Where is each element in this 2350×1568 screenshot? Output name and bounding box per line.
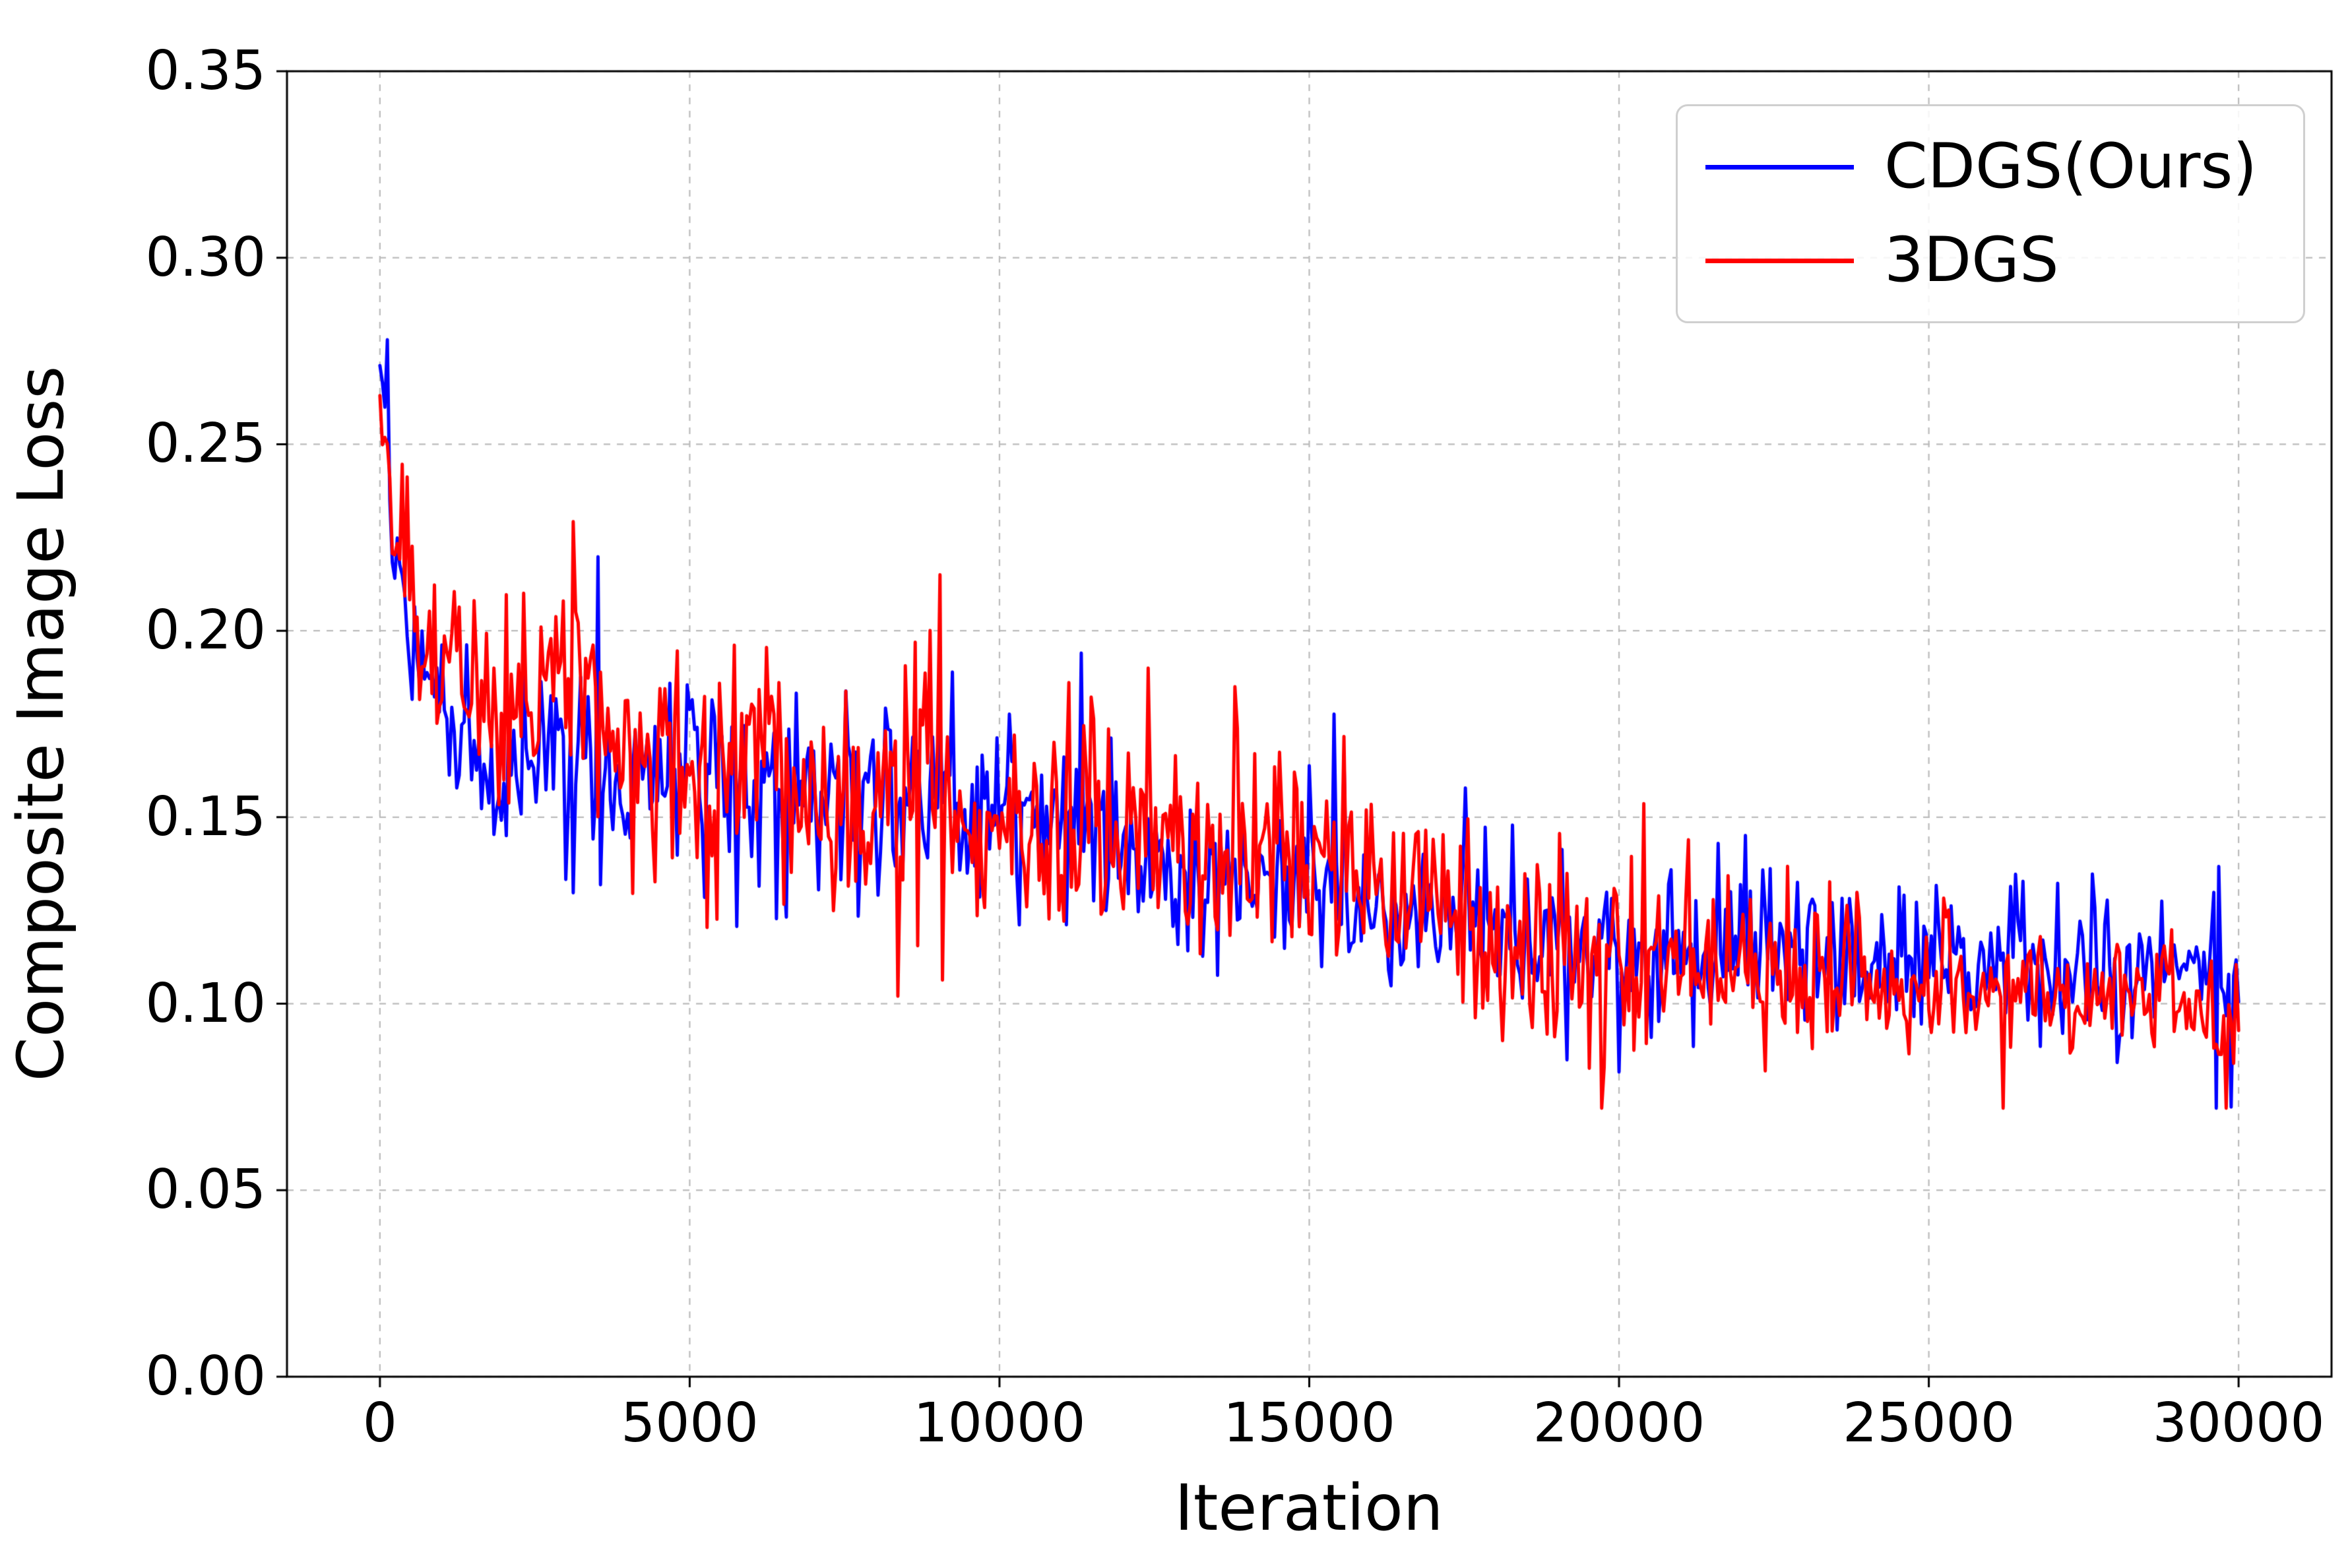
y-tick-label: 0.25 bbox=[145, 412, 266, 476]
x-tick-label: 15000 bbox=[1223, 1392, 1395, 1455]
y-axis-label: Composite Image Loss bbox=[4, 365, 78, 1082]
legend-line-sample-cdgs bbox=[1705, 164, 1854, 170]
y-tick-label: 0.20 bbox=[145, 599, 266, 662]
y-tick-label: 0.30 bbox=[145, 226, 266, 289]
x-tick-label: 25000 bbox=[1843, 1392, 2016, 1455]
x-tick-label: 30000 bbox=[2152, 1392, 2325, 1455]
y-tick-label: 0.15 bbox=[145, 785, 266, 848]
legend-label-cdgs: CDGS(Ours) bbox=[1884, 131, 2257, 203]
legend-item-3dgs: 3DGS bbox=[1705, 224, 2257, 297]
x-axis-label: Iteration bbox=[1174, 1471, 1444, 1545]
legend-item-cdgs: CDGS(Ours) bbox=[1705, 131, 2257, 203]
legend-label-3dgs: 3DGS bbox=[1884, 224, 2059, 297]
y-tick-label: 0.05 bbox=[145, 1158, 266, 1222]
x-tick-label: 0 bbox=[362, 1392, 397, 1455]
x-tick-label: 20000 bbox=[1533, 1392, 1705, 1455]
y-tick-label: 0.00 bbox=[145, 1345, 266, 1408]
legend-line-sample-3dgs bbox=[1705, 258, 1854, 263]
legend: CDGS(Ours) 3DGS bbox=[1675, 104, 2305, 324]
x-tick-label: 5000 bbox=[621, 1392, 759, 1455]
x-tick-label: 10000 bbox=[913, 1392, 1086, 1455]
y-tick-label: 0.10 bbox=[145, 972, 266, 1035]
y-tick-label: 0.35 bbox=[145, 40, 266, 102]
